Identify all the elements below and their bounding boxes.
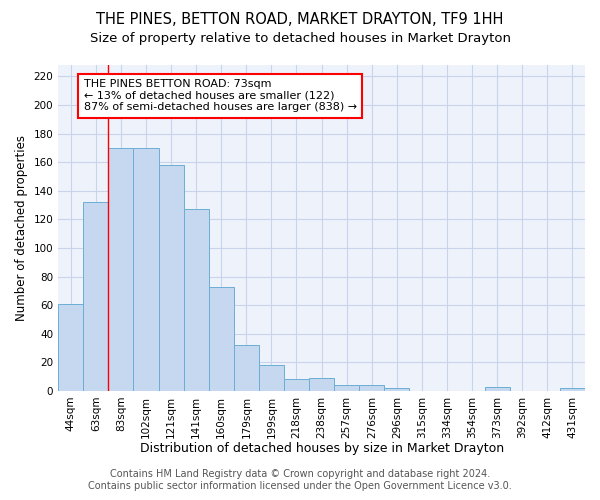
Bar — [309, 378, 334, 391]
Bar — [485, 386, 510, 391]
Bar — [209, 286, 234, 391]
Text: THE PINES BETTON ROAD: 73sqm
← 13% of detached houses are smaller (122)
87% of s: THE PINES BETTON ROAD: 73sqm ← 13% of de… — [84, 80, 357, 112]
Bar — [259, 365, 284, 391]
Bar — [133, 148, 158, 391]
Bar — [83, 202, 109, 391]
Text: Size of property relative to detached houses in Market Drayton: Size of property relative to detached ho… — [89, 32, 511, 45]
Bar — [560, 388, 585, 391]
Y-axis label: Number of detached properties: Number of detached properties — [15, 135, 28, 321]
Bar — [334, 385, 359, 391]
Bar — [109, 148, 133, 391]
Bar — [58, 304, 83, 391]
X-axis label: Distribution of detached houses by size in Market Drayton: Distribution of detached houses by size … — [140, 442, 503, 455]
Text: THE PINES, BETTON ROAD, MARKET DRAYTON, TF9 1HH: THE PINES, BETTON ROAD, MARKET DRAYTON, … — [97, 12, 503, 28]
Bar — [385, 388, 409, 391]
Bar — [184, 210, 209, 391]
Text: Contains HM Land Registry data © Crown copyright and database right 2024.
Contai: Contains HM Land Registry data © Crown c… — [88, 470, 512, 491]
Bar — [359, 385, 385, 391]
Bar — [234, 345, 259, 391]
Bar — [284, 380, 309, 391]
Bar — [158, 165, 184, 391]
